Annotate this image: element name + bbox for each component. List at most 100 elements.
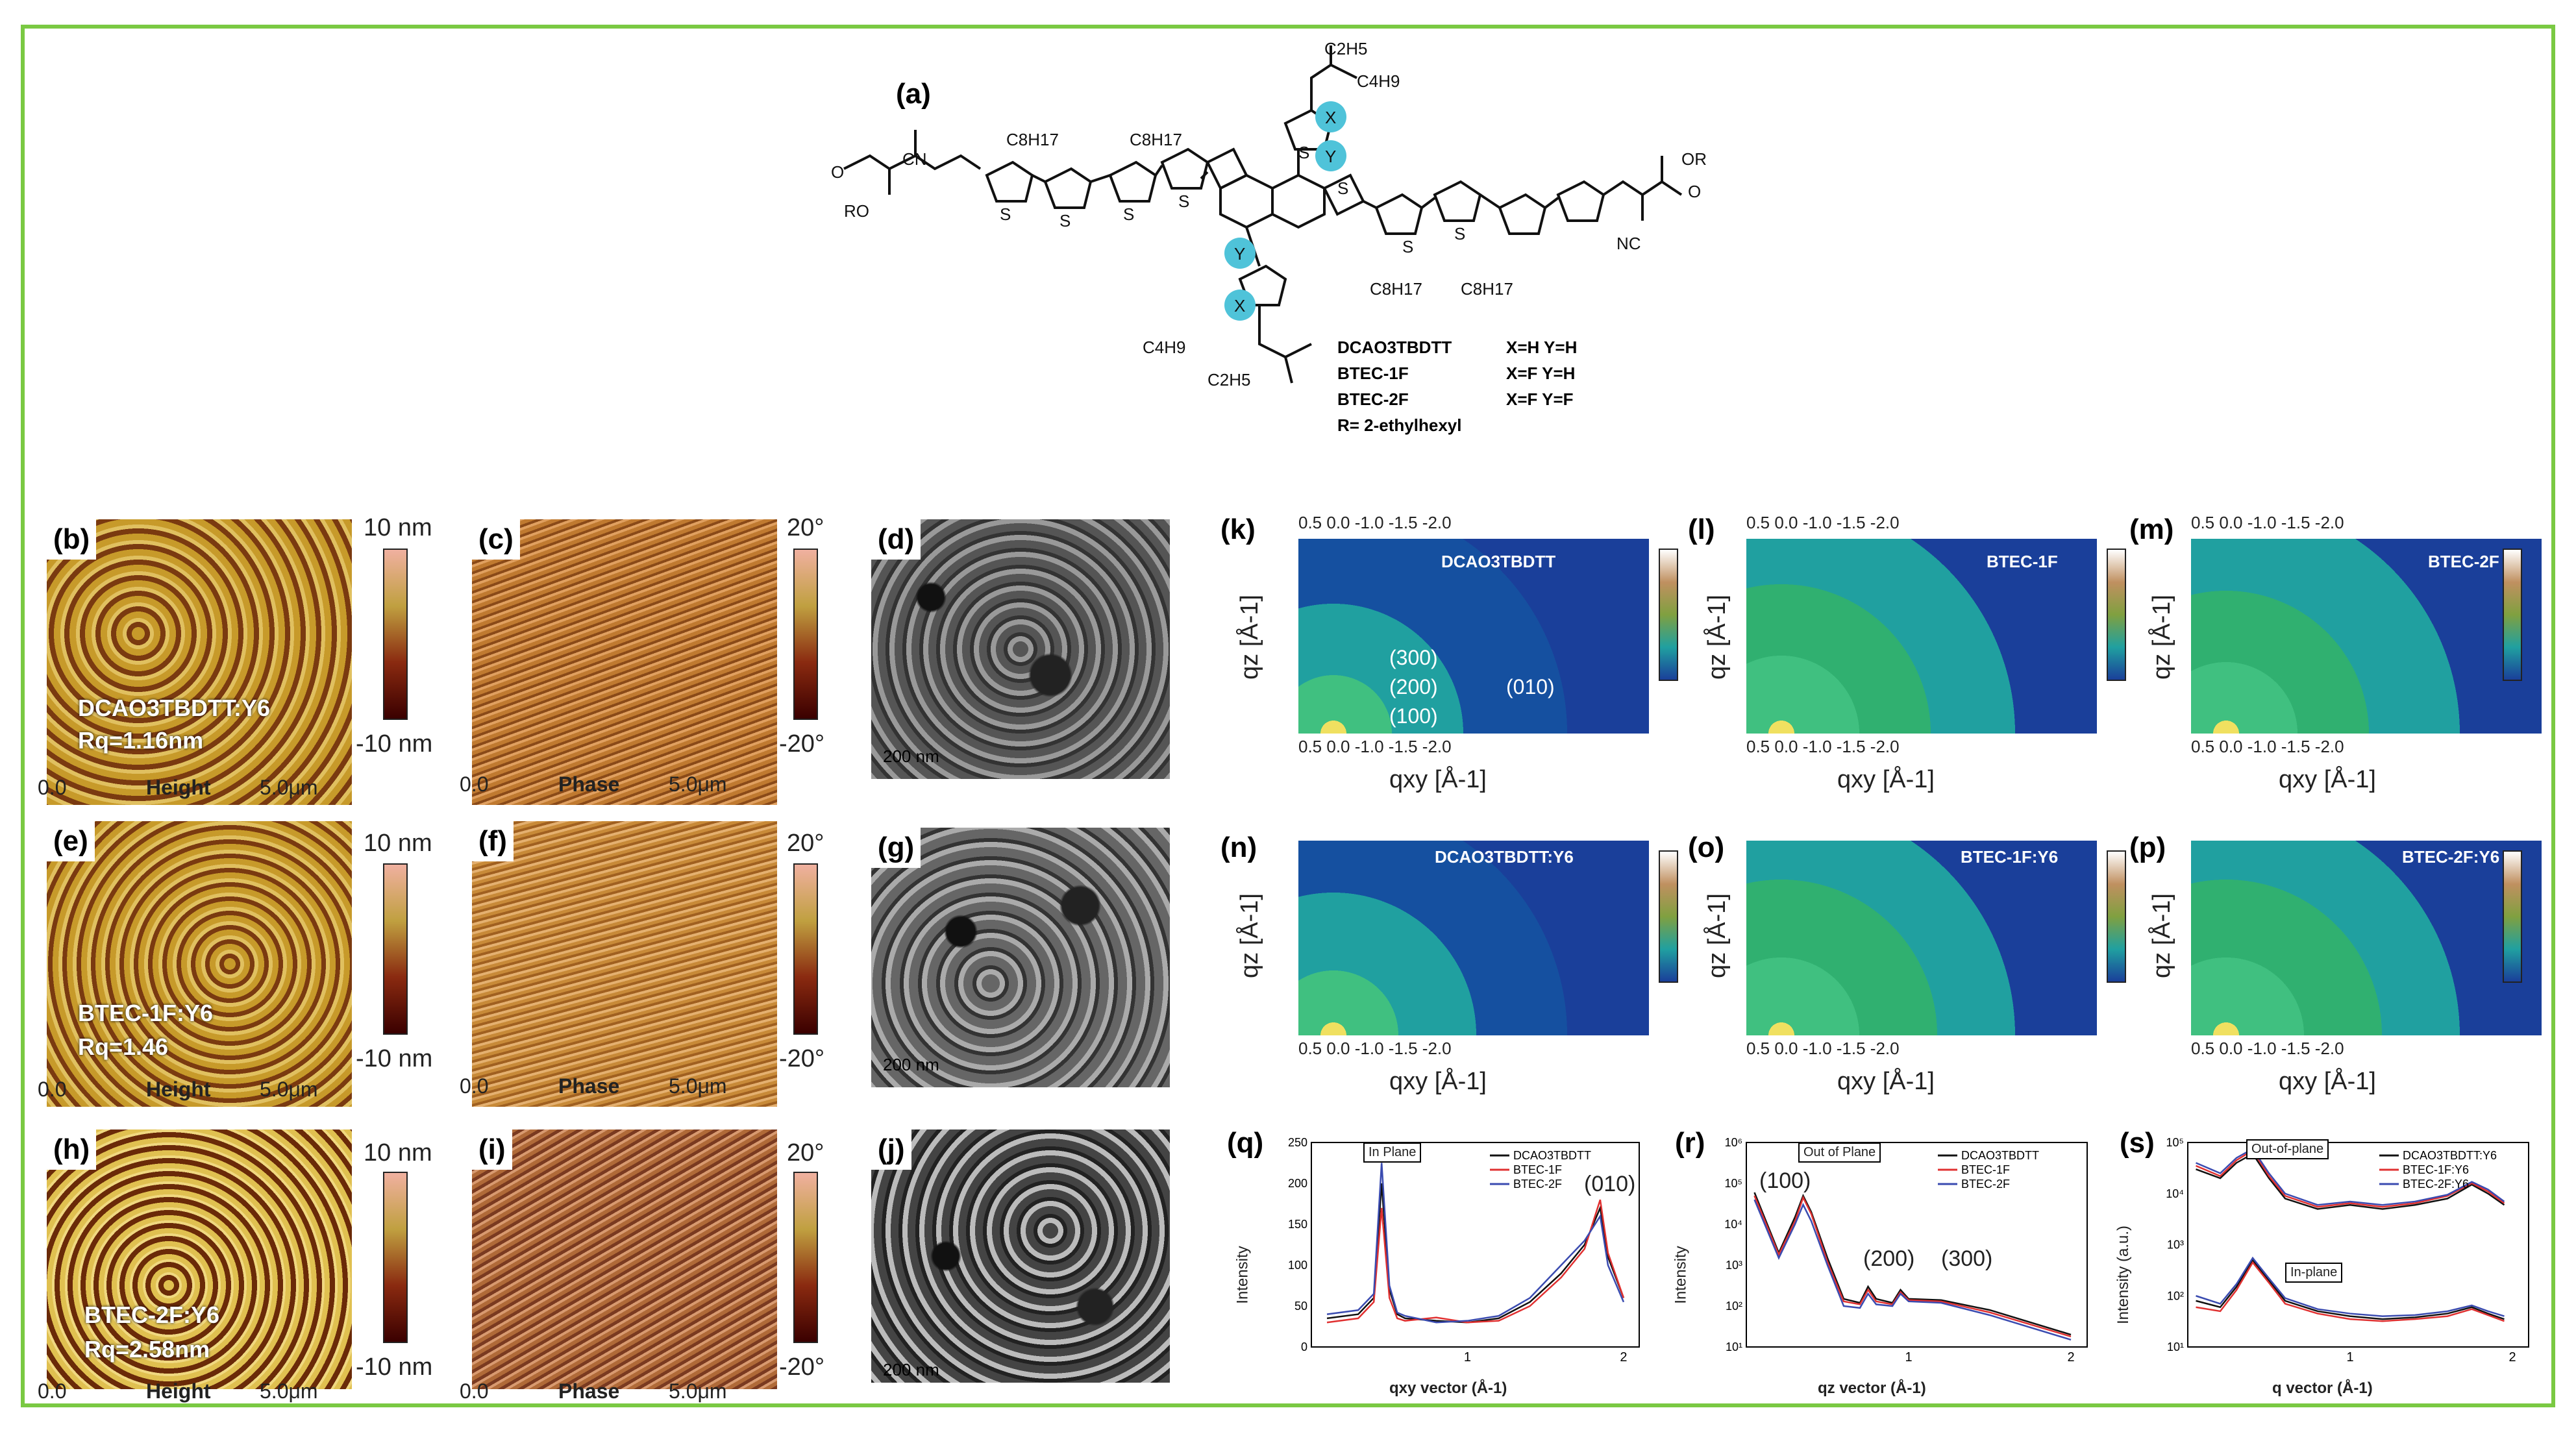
bottom-ticks-m: 0.5 0.0 -1.0 -1.5 -2.0 <box>2191 737 2344 756</box>
y-tick-label: 10² <box>1726 1300 1742 1313</box>
peak-k-200: (200) <box>1389 675 1438 698</box>
y-tick-label: 10⁴ <box>2166 1187 2184 1200</box>
title-o: BTEC-1F:Y6 <box>1961 847 2059 867</box>
atom-c2h5-top: C2H5 <box>1324 39 1368 58</box>
panel-letter-p: (p) <box>2129 832 2166 863</box>
legend-label: DCAO3TBDTT <box>1513 1149 1591 1162</box>
height-image-b <box>47 519 352 805</box>
bottom-ticks-p: 0.5 0.0 -1.0 -1.5 -2.0 <box>2191 1039 2344 1058</box>
xaxis-l: qxy [Å-1] <box>1837 766 1935 793</box>
phase-label-c: Phase <box>558 772 620 796</box>
series-line <box>1326 1183 1625 1324</box>
panel-letter-l: (l) <box>1688 513 1715 545</box>
bottom-ticks-k: 0.5 0.0 -1.0 -1.5 -2.0 <box>1298 737 1452 756</box>
scale-j: 200 nm <box>883 1360 939 1379</box>
series-line <box>1753 1199 2072 1341</box>
height-cbar-bottom-2: -10 nm <box>356 1045 433 1072</box>
yaxis-n: qz [Å-1] <box>1235 893 1263 978</box>
series-line <box>2196 1152 2505 1210</box>
giwaxs-k <box>1298 539 1649 734</box>
series-line <box>1326 1163 1625 1324</box>
phase-colorbar-2 <box>793 863 818 1035</box>
y-tick-label: 250 <box>1288 1136 1307 1149</box>
cbar-k <box>1659 549 1678 681</box>
height-cbar-bottom-1: -10 nm <box>356 730 433 758</box>
series-line <box>1753 1195 2072 1338</box>
panel-letter-h: (h) <box>47 1130 97 1170</box>
panel-letter-i: (i) <box>472 1130 512 1170</box>
cbar-o <box>2107 850 2126 983</box>
atom-o-left: O <box>831 162 845 182</box>
legend-name-2: BTEC-1F <box>1337 364 1409 383</box>
x-site-bottom <box>1224 290 1256 321</box>
atom-c8h17-3: C8H17 <box>1370 279 1422 299</box>
cbar-l <box>2107 549 2126 681</box>
xaxis-o: qxy [Å-1] <box>1837 1068 1935 1095</box>
x1-b: 5.0μm <box>260 776 318 799</box>
title-m: BTEC-2F <box>2428 552 2499 571</box>
legend-label: BTEC-2F <box>1513 1178 1562 1191</box>
title-k: DCAO3TBDTT <box>1441 552 1556 571</box>
q-xlabel: qxy vector (Å-1) <box>1389 1379 1507 1397</box>
sample-label-e: BTEC-1F:Y6 <box>78 1000 214 1026</box>
x1-f: 5.0μm <box>669 1074 727 1098</box>
q-peak-010: (010) <box>1584 1172 1636 1196</box>
s-box-bottom: In-plane <box>2285 1263 2343 1283</box>
rq-label-h: Rq=2.58nm <box>84 1336 210 1363</box>
scale-d: 200 nm <box>883 747 939 766</box>
panel-letter-m: (m) <box>2129 513 2174 545</box>
chart-s-combined: 10⁵ 10⁴ 10³ 10² 10¹ 1 2 DCAO3TBDTT:Y6BTEC-1F:Y6… <box>2166 1136 2529 1364</box>
atom-s-5: S <box>1298 143 1310 162</box>
atom-s-1: S <box>1000 204 1011 224</box>
bottom-ticks-l: 0.5 0.0 -1.0 -1.5 -2.0 <box>1746 737 1900 756</box>
panel-letter-g: (g) <box>871 828 921 868</box>
phase-cbar-top-2: 20° <box>787 830 824 857</box>
r-peak-200: (200) <box>1863 1246 1915 1271</box>
x-tick-label: 2 <box>2067 1350 2074 1364</box>
y-tick-label: 50 <box>1294 1300 1307 1313</box>
atom-cn: CN <box>902 149 927 169</box>
x-tick-label: 2 <box>1620 1350 1627 1364</box>
scale-g: 200 nm <box>883 1055 939 1074</box>
phase-cbar-top-3: 20° <box>787 1139 824 1167</box>
legend-label: BTEC-1F:Y6 <box>2403 1163 2469 1176</box>
r-xlabel: qz vector (Å-1) <box>1818 1379 1926 1397</box>
y-tick-label: 10⁴ <box>1724 1218 1742 1231</box>
phase-label-f: Phase <box>558 1074 620 1098</box>
legend-value-3: X=F Y=F <box>1506 389 1574 409</box>
top-ticks-m: 0.5 0.0 -1.0 -1.5 -2.0 <box>2191 513 2344 532</box>
atom-s-2: S <box>1059 211 1071 230</box>
r-definition: R= 2-ethylhexyl <box>1337 415 1462 435</box>
yaxis-o: qz [Å-1] <box>1703 893 1731 978</box>
xaxis-m: qxy [Å-1] <box>2279 766 2376 793</box>
y-tick-label: 10¹ <box>2167 1340 2184 1353</box>
q-ylabel: Intensity <box>1233 1246 1252 1304</box>
tem-image-j <box>871 1130 1170 1383</box>
peak-k-300: (300) <box>1389 646 1438 669</box>
series-line <box>2196 1149 2505 1208</box>
peak-k-100: (100) <box>1389 704 1438 728</box>
rq-label-b: Rq=1.16nm <box>78 727 204 754</box>
phase-label-i: Phase <box>558 1379 620 1403</box>
y-tick-label: 10³ <box>1726 1259 1742 1272</box>
cbar-n <box>1659 850 1678 983</box>
y-tick-label: 150 <box>1288 1218 1307 1231</box>
panel-letter-r: (r) <box>1675 1127 1705 1159</box>
sample-label-h: BTEC-2F:Y6 <box>84 1302 220 1328</box>
giwaxs-n <box>1298 841 1649 1035</box>
yaxis-k: qz [Å-1] <box>1235 595 1263 680</box>
x0-c: 0.0 <box>460 772 489 796</box>
atom-s-4: S <box>1178 191 1190 211</box>
y-tick-label: 0 <box>1301 1340 1307 1353</box>
top-ticks-k: 0.5 0.0 -1.0 -1.5 -2.0 <box>1298 513 1452 532</box>
panel-letter-d: (d) <box>871 519 921 560</box>
figure-frame <box>21 25 2555 1407</box>
xaxis-n: qxy [Å-1] <box>1389 1068 1487 1095</box>
phase-cbar-bottom-2: -20° <box>779 1045 825 1072</box>
legend-value-1: X=H Y=H <box>1506 338 1578 357</box>
x1-h: 5.0μm <box>260 1379 318 1403</box>
yaxis-p: qz [Å-1] <box>2148 893 2175 978</box>
legend-label: BTEC-1F <box>1961 1163 2010 1176</box>
y-tick-label: 10² <box>2167 1289 2184 1302</box>
legend-label: BTEC-2F <box>1961 1178 2010 1191</box>
